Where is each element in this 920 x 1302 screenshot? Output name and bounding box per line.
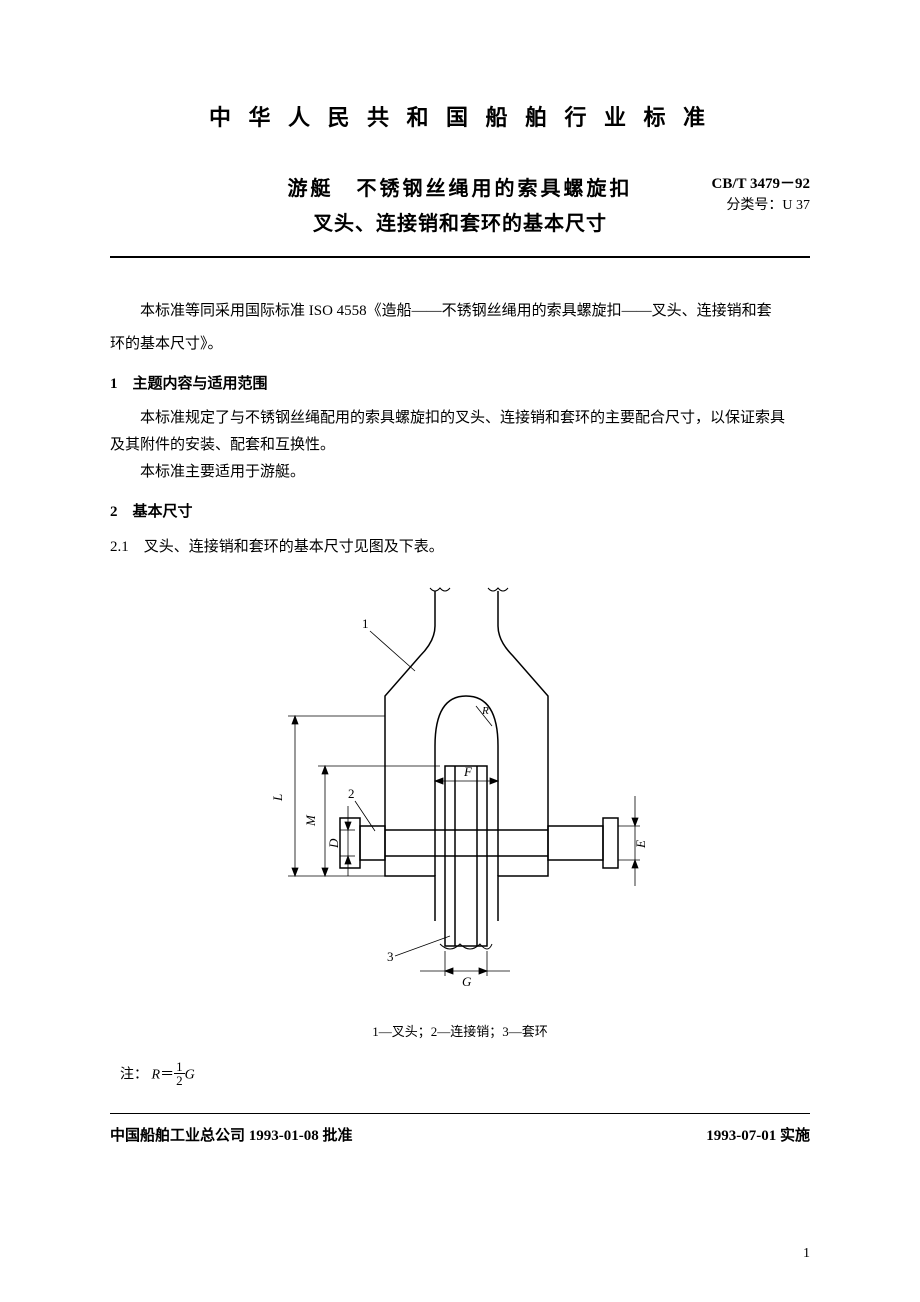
note-frac-num: 1 [174, 1060, 185, 1074]
diagram-label-m: M [303, 814, 318, 827]
diagram-label-l: L [270, 794, 285, 802]
category-code: 分类号：U 37 [726, 194, 810, 214]
main-title-line1: 游艇 不锈钢丝绳用的索具螺旋扣 [110, 172, 810, 201]
note-eq-right: G [185, 1068, 195, 1083]
title-separator [110, 256, 810, 258]
diagram-label-3: 3 [387, 949, 394, 964]
section-1-body-1-cont: 及其附件的安装、配套和互换性。 [110, 432, 810, 459]
subsection-2-1: 2.1 叉头、连接销和套环的基本尺寸见图及下表。 [110, 535, 810, 556]
diagram-label-e: E [633, 840, 648, 849]
footer-separator [110, 1113, 810, 1114]
footer-effective: 1993-07-01 实施 [706, 1124, 810, 1145]
main-title-line2: 叉头、连接销和套环的基本尺寸 [110, 207, 810, 236]
standard-code: CB/T 3479－92 [712, 172, 811, 193]
diagram-label-g: G [462, 974, 472, 989]
section-1-body-2: 本标准主要适用于游艇。 [110, 459, 810, 486]
footer-row: 中国船舶工业总公司 1993-01-08 批准 1993-07-01 实施 [110, 1124, 810, 1145]
page-number: 1 [803, 1246, 810, 1262]
section-2-heading: 2 基本尺寸 [110, 500, 810, 521]
note-eq-sign: ＝ [160, 1068, 174, 1083]
diagram-caption: 1—叉头；2—连接销；3—套环 [110, 1021, 810, 1040]
title-section: CB/T 3479－92 分类号：U 37 游艇 不锈钢丝绳用的索具螺旋扣 叉头… [110, 172, 810, 236]
technical-diagram: 1 2 3 R F G L M D E 1—叉头；2—连接销；3—套环 [110, 576, 810, 1040]
section-1-body-1: 本标准规定了与不锈钢丝绳配用的索具螺旋扣的叉头、连接销和套环的主要配合尺寸，以保… [110, 405, 810, 432]
note-formula: 注： R＝12G [120, 1062, 810, 1089]
diagram-label-2: 2 [348, 786, 355, 801]
intro-paragraph-1: 本标准等同采用国际标准 ISO 4558《造船——不锈钢丝绳用的索具螺旋扣——叉… [110, 298, 810, 325]
org-title: 中 华 人 民 共 和 国 船 舶 行 业 标 准 [110, 100, 810, 132]
note-eq-left: R [152, 1068, 161, 1083]
diagram-label-1: 1 [362, 616, 369, 631]
note-prefix: 注： [120, 1068, 148, 1083]
diagram-svg: 1 2 3 R F G L M D E [240, 576, 680, 1006]
intro-paragraph-1-cont: 环的基本尺寸》。 [110, 331, 810, 358]
diagram-label-f: F [463, 764, 473, 779]
note-frac-den: 2 [174, 1074, 185, 1087]
diagram-label-d: D [326, 838, 341, 849]
footer-approval: 中国船舶工业总公司 1993-01-08 批准 [110, 1124, 353, 1145]
section-1-heading: 1 主题内容与适用范围 [110, 372, 810, 393]
diagram-label-r: R [481, 705, 489, 717]
